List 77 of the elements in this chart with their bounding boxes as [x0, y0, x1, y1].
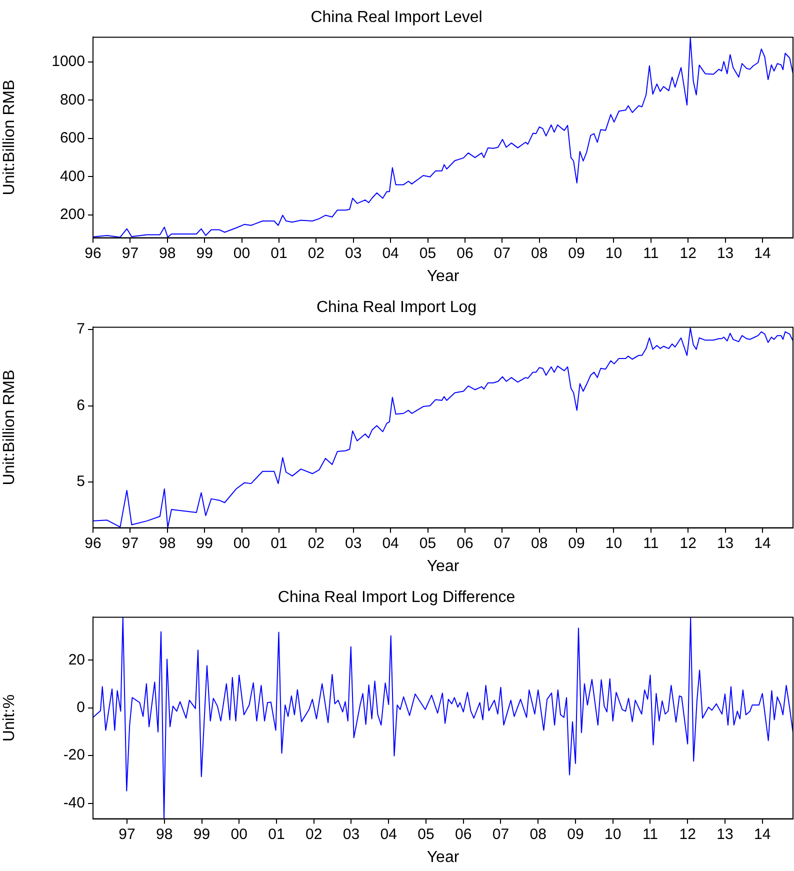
x-tick-label: 10 [605, 534, 622, 552]
x-tick-label: 97 [122, 244, 139, 262]
x-tick-label: 08 [530, 534, 548, 552]
x-axis-title: Year [426, 558, 460, 575]
y-axis-title: Unit:Billion RMB [1, 80, 18, 196]
x-tick-label: 04 [382, 244, 399, 262]
x-tick-label: 06 [456, 244, 474, 262]
x-tick-label: 09 [568, 534, 585, 552]
x-tick-label: 03 [345, 534, 362, 552]
x-tick-label: 07 [492, 826, 510, 843]
x-tick-label: 99 [196, 244, 213, 262]
x-tick-label: 08 [530, 244, 548, 262]
x-tick-label: 98 [159, 244, 176, 262]
x-tick-label: 13 [716, 826, 734, 843]
x-tick-label: 03 [342, 826, 360, 843]
x-tick-label: 01 [270, 244, 288, 262]
x-tick-label: 99 [196, 534, 213, 552]
x-tick-label: 98 [159, 534, 176, 552]
y-tick-label: 400 [60, 168, 85, 185]
chart-title: China Real Import Level [310, 9, 482, 26]
x-tick-label: 01 [268, 826, 285, 843]
x-tick-label: 96 [84, 534, 102, 552]
x-tick-label: 05 [419, 244, 436, 262]
x-tick-label: 02 [306, 826, 322, 843]
x-tick-label: 11 [642, 826, 658, 843]
y-tick-label: 200 [60, 206, 85, 224]
x-tick-label: 00 [230, 826, 248, 843]
y-axis-title: Unit:% [1, 694, 18, 742]
x-tick-label: 12 [679, 826, 696, 843]
x-tick-label: 96 [84, 244, 102, 262]
y-tick-label: 600 [60, 130, 85, 147]
x-tick-label: 10 [605, 244, 622, 262]
x-tick-label: 08 [530, 826, 546, 843]
x-tick-label: 09 [568, 244, 585, 262]
x-tick-label: 13 [716, 534, 734, 552]
x-axis-title: Year [426, 848, 460, 866]
y-tick-label: 6 [76, 396, 85, 414]
x-tick-label: 02 [308, 534, 325, 552]
x-tick-label: 14 [754, 534, 771, 552]
y-tick-label: 5 [76, 473, 85, 490]
x-tick-label: 10 [604, 826, 622, 843]
x-tick-label: 03 [345, 244, 362, 262]
x-tick-label: 14 [754, 244, 771, 262]
y-tick-label: 0 [76, 699, 85, 716]
y-tick-label: 7 [76, 320, 85, 338]
x-tick-label: 14 [754, 826, 771, 843]
x-tick-label: 98 [156, 826, 173, 843]
x-tick-label: 97 [122, 534, 139, 552]
x-tick-label: 04 [380, 826, 397, 843]
x-tick-label: 00 [233, 534, 250, 552]
x-tick-label: 02 [308, 244, 325, 262]
x-tick-label: 07 [494, 534, 510, 552]
x-tick-label: 97 [118, 826, 136, 843]
y-tick-label: -20 [63, 746, 85, 764]
y-tick-label: 20 [68, 651, 85, 668]
y-tick-label: 800 [60, 91, 85, 108]
x-tick-label: 13 [716, 244, 734, 262]
chart-title: China Real Import Log [316, 299, 477, 316]
x-tick-label: 04 [382, 534, 399, 552]
x-tick-label: 12 [680, 534, 696, 552]
y-axis-title: Unit:Billion RMB [1, 370, 18, 486]
x-tick-label: 01 [270, 534, 288, 552]
x-tick-label: 05 [419, 534, 436, 552]
x-tick-label: 07 [494, 244, 510, 262]
x-tick-label: 05 [418, 826, 434, 843]
x-tick-label: 12 [680, 244, 696, 262]
y-tick-label: -40 [63, 794, 85, 812]
x-tick-label: 09 [567, 826, 584, 843]
x-tick-label: 99 [193, 826, 210, 843]
x-tick-label: 06 [455, 826, 472, 843]
x-tick-label: 00 [233, 244, 250, 262]
x-tick-label: 11 [643, 244, 659, 262]
x-tick-label: 11 [643, 534, 659, 552]
x-tick-label: 06 [456, 534, 474, 552]
x-axis-title: Year [426, 268, 460, 285]
chart-title: China Real Import Log Difference [278, 589, 516, 606]
y-tick-label: 1000 [52, 53, 85, 70]
